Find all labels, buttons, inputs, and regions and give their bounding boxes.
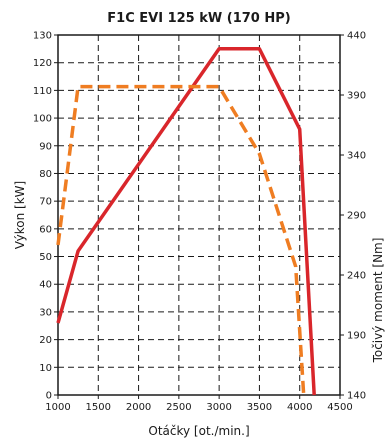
plot-frame (57, 34, 341, 396)
y-tick-label: 40 (39, 280, 52, 291)
y-tick-label: 100 (33, 114, 52, 125)
y2-tick-label: 440 (347, 31, 366, 42)
x-tick-label: 4000 (287, 402, 312, 413)
y2-tick-label: 190 (347, 331, 366, 342)
y-tick-label: 110 (33, 86, 52, 97)
ticks: 0 10 20 30 40 50 60 70 80 90 100 110 120 130 1000 1500 2… (33, 31, 366, 414)
x-tick-label: 4500 (327, 402, 352, 413)
x-tick-label: 2500 (166, 402, 191, 413)
y-tick-label: 30 (39, 307, 52, 318)
torque-line (56, 84, 306, 396)
y-tick-label: 130 (33, 31, 52, 42)
y-axis-label: Výkon [kW] (13, 181, 27, 249)
y2-tick-label: 340 (347, 151, 366, 162)
y2-tick-label: 290 (347, 211, 366, 222)
y-tick-label: 0 (46, 391, 52, 402)
y2-tick-label: 390 (347, 91, 366, 102)
x-tick-label: 2000 (126, 402, 151, 413)
y-tick-label: 70 (39, 197, 52, 208)
y2-tick-label: 240 (347, 271, 366, 282)
y-tick-label: 90 (39, 141, 52, 152)
x-tick-label: 3000 (206, 402, 231, 413)
y-tick-label: 10 (39, 363, 52, 374)
power-line (56, 47, 316, 396)
x-tick-label: 1000 (45, 402, 70, 413)
y-tick-label: 50 (39, 252, 52, 263)
y-tick-label: 60 (39, 224, 52, 235)
y-tick-label: 80 (39, 169, 52, 180)
series (56, 47, 316, 396)
y-tick-label: 20 (39, 335, 52, 346)
y2-axis-label: Točivý moment [Nm] (371, 238, 385, 364)
y2-tick-label: 140 (347, 391, 366, 402)
y-tick-label: 120 (33, 58, 52, 69)
x-tick-label: 1500 (86, 402, 111, 413)
chart-title: F1C EVI 125 kW (170 HP) (107, 11, 290, 26)
x-axis-label: Otáčky [ot./min.] (148, 424, 249, 438)
x-tick-label: 3500 (247, 402, 272, 413)
grid (58, 35, 340, 395)
